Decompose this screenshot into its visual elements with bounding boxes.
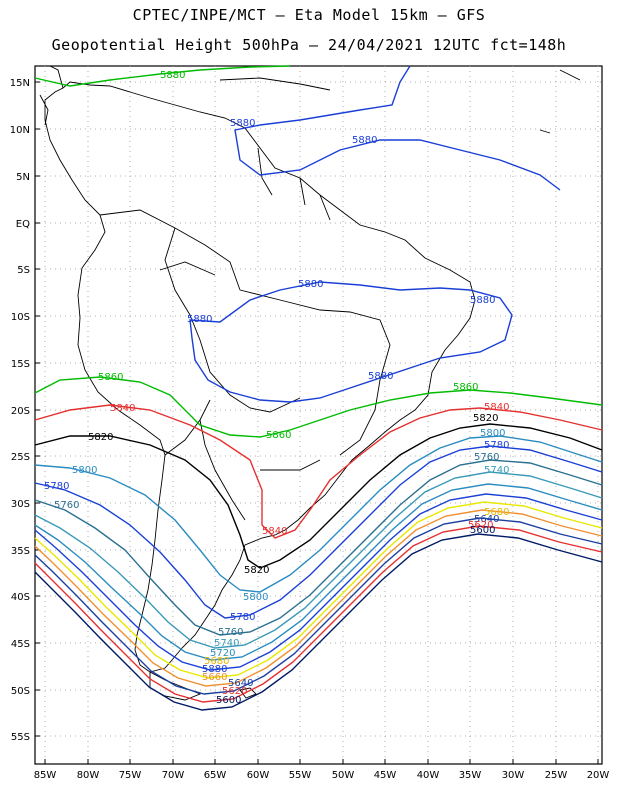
lon-axis: 85W 80W 75W 70W 65W 60W 55W 50W 45W 40W … <box>34 770 610 781</box>
contour-label: 5780 <box>44 481 69 492</box>
contour-5620 <box>34 525 603 703</box>
caribbean-islands <box>219 69 581 134</box>
contour-5640 <box>34 517 603 695</box>
lon-label-80w: 80W <box>77 770 100 781</box>
contour-label: 5800 <box>480 428 505 439</box>
lat-label-25s: 25S <box>11 452 30 463</box>
contour-5700 <box>34 493 603 671</box>
contour-label: 5800 <box>72 465 97 476</box>
contour-5680 <box>34 501 603 679</box>
contour-label: 5640 <box>228 678 253 689</box>
contour-label: 5880 <box>202 664 227 675</box>
contour-label: 5820 <box>88 432 113 443</box>
lon-label-25w: 25W <box>545 770 568 781</box>
contour-label: 5600 <box>470 525 495 536</box>
lon-label-30w: 30W <box>502 770 525 781</box>
contour-label: 5660 <box>202 672 227 683</box>
lat-label-10n: 10N <box>10 125 30 136</box>
lon-label-50w: 50W <box>332 770 355 781</box>
contour-label: 5780 <box>484 440 509 451</box>
contour-label: 5600 <box>216 695 241 706</box>
lat-label-45s: 45S <box>11 639 30 650</box>
contour-label: 5740 <box>214 638 239 649</box>
contour-label: 5880 <box>187 314 212 325</box>
lat-label-20s: 20S <box>11 406 30 417</box>
contour-label: 5840 <box>484 402 509 413</box>
contour-5760 <box>34 459 603 636</box>
map-title-line-2: Geopotential Height 500hPa – 24/04/2021 … <box>51 36 567 54</box>
contour-label: 5820 <box>244 565 269 576</box>
lon-label-20w: 20W <box>587 770 610 781</box>
contour-5660 <box>34 509 603 687</box>
contour-5800 <box>34 435 603 593</box>
contour-label: 5860 <box>453 382 478 393</box>
contour-5740 <box>34 471 603 649</box>
lat-label-50s: 50S <box>11 686 30 697</box>
contour-label: 5760 <box>54 500 79 511</box>
lat-label-30s: 30S <box>11 499 30 510</box>
contour-labels: 5880 5880 5880 5880 5880 5880 5880 5860 … <box>44 70 509 706</box>
contour-label: 5680 <box>204 656 229 667</box>
lat-label-5s: 5S <box>17 265 30 276</box>
map-frame <box>34 65 603 765</box>
contour-5860-top <box>34 65 291 87</box>
lon-label-35w: 35W <box>459 770 482 781</box>
contour-label: 5720 <box>210 648 235 659</box>
contour-label: 5860 <box>98 372 123 383</box>
country-borders <box>99 147 391 521</box>
axis-ticks <box>35 81 599 764</box>
lat-label-eq: EQ <box>16 219 30 230</box>
lon-label-60w: 60W <box>247 770 270 781</box>
lon-label-40w: 40W <box>417 770 440 781</box>
lat-axis: 15N 10N 5N EQ 5S 10S 15S 20S 25S 30S 35S… <box>10 78 30 743</box>
contour-label: 5880 <box>352 135 377 146</box>
lat-label-55s: 55S <box>11 732 30 743</box>
contour-label: 5620 <box>222 686 247 697</box>
lat-label-15n: 15N <box>10 78 30 89</box>
contour-5780 <box>34 445 603 619</box>
contour-label: 5680 <box>484 507 509 518</box>
south-america-outline <box>44 81 476 673</box>
coastline-and-borders <box>39 65 581 701</box>
map-title-line-1: CPTEC/INPE/MCT – Eta Model 15km – GFS <box>132 6 486 24</box>
central-america <box>39 65 64 126</box>
contour-label: 5880 <box>160 70 185 81</box>
contour-label: 5620 <box>468 520 493 531</box>
lat-label-10s: 10S <box>11 312 30 323</box>
contour-5840 <box>34 404 603 539</box>
lat-label-40s: 40S <box>11 592 30 603</box>
contour-5880-north <box>234 65 561 191</box>
contour-label: 5640 <box>474 514 499 525</box>
contour-label: 5860 <box>266 430 291 441</box>
height-contours <box>34 65 603 711</box>
lon-label-45w: 45W <box>374 770 397 781</box>
lat-label-35s: 35S <box>11 546 30 557</box>
contour-label: 5880 <box>298 279 323 290</box>
contour-label: 5780 <box>230 612 255 623</box>
contour-5600 <box>34 533 603 711</box>
lat-label-5n: 5N <box>16 172 30 183</box>
contour-label: 5880 <box>470 295 495 306</box>
contour-label: 5760 <box>474 452 499 463</box>
contour-label: 5880 <box>230 118 255 129</box>
contour-label: 5820 <box>473 413 498 424</box>
contour-label: 5800 <box>243 592 268 603</box>
lon-label-85w: 85W <box>34 770 57 781</box>
contour-label: 5760 <box>218 627 243 638</box>
lon-label-70w: 70W <box>162 770 185 781</box>
lat-label-15s: 15S <box>11 359 30 370</box>
lon-label-75w: 75W <box>119 770 142 781</box>
lon-label-65w: 65W <box>204 770 227 781</box>
contour-5820 <box>34 423 603 569</box>
lon-label-55w: 55W <box>289 770 312 781</box>
falkland-islands <box>239 687 257 699</box>
contour-label: 5840 <box>262 526 287 537</box>
contour-5720 <box>34 483 603 661</box>
contour-5860 <box>34 376 603 438</box>
contour-label: 5840 <box>110 403 135 414</box>
contour-label: 5740 <box>484 465 509 476</box>
contour-5880-amazon <box>189 281 513 403</box>
contour-label: 5880 <box>368 371 393 382</box>
